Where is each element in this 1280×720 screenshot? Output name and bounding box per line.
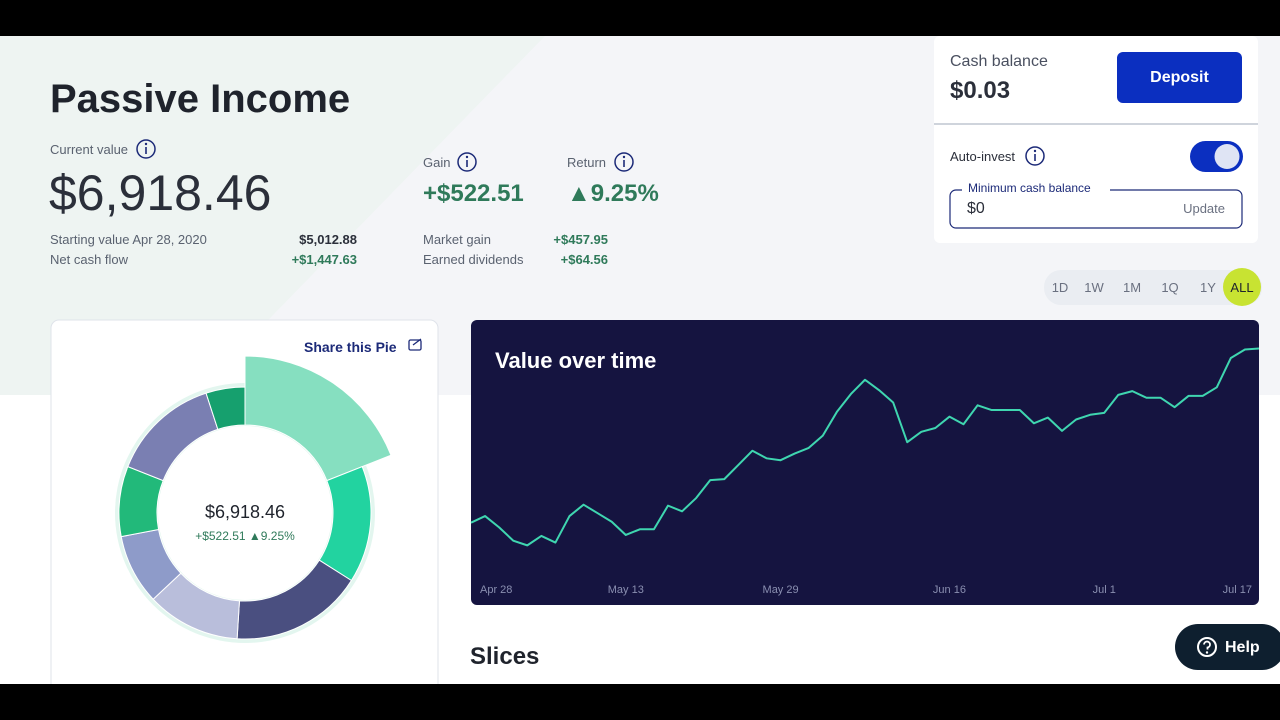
input-label-bg <box>962 182 1110 196</box>
range-option[interactable]: 1Y <box>1200 280 1216 295</box>
info-icon <box>457 152 477 172</box>
market-gain-value: +$457.95 <box>553 232 608 247</box>
line-card <box>471 320 1259 605</box>
bottom-bar <box>0 684 1280 720</box>
range-option[interactable]: 1W <box>1084 280 1104 295</box>
share-icon[interactable] <box>408 338 422 351</box>
gain-value: +$522.51 <box>423 180 524 207</box>
return-label: Return <box>567 155 607 170</box>
dividends-label: Earned dividends <box>423 252 524 267</box>
value-line <box>470 347 1260 547</box>
range-option[interactable]: 1Q <box>1161 280 1179 295</box>
slices-heading: Slices <box>470 643 540 670</box>
range-option[interactable]: 1D <box>1051 280 1069 295</box>
x-tick-label: Jun 16 <box>933 584 966 596</box>
current-value: $6,918.46 <box>49 165 272 221</box>
x-tick-label: Apr 28 <box>480 584 512 596</box>
pie-center-change: +$522.51 ▲9.25% <box>195 529 295 543</box>
starting-label: Starting value Apr 28, 2020 <box>50 232 207 247</box>
current-label: Current value <box>50 142 129 157</box>
x-tick-label: May 29 <box>763 584 799 596</box>
page-title: Passive Income <box>50 77 351 121</box>
x-tick-label: Jul 1 <box>1093 584 1116 596</box>
pie-slice <box>205 386 246 430</box>
range-pill <box>1044 270 1262 305</box>
chart-title: Value over time <box>495 348 656 373</box>
top-bar <box>0 0 1280 36</box>
market-gain-label: Market gain <box>423 232 491 247</box>
starting-value: $5,012.88 <box>299 232 357 247</box>
auto-invest-toggle[interactable] <box>1190 141 1243 172</box>
deposit-label[interactable]: Deposit <box>1150 69 1209 86</box>
net-cash-label: Net cash flow <box>50 252 129 267</box>
cash-label: Cash balance <box>950 53 1048 70</box>
pie-hole <box>158 426 332 600</box>
share-pie[interactable]: Share this Pie <box>304 339 397 355</box>
return-value: ▲9.25% <box>567 180 659 207</box>
gain-label: Gain <box>423 155 451 170</box>
range-option[interactable]: 1M <box>1122 280 1142 295</box>
x-tick-label: May 13 <box>608 584 644 596</box>
net-cash-value: +$1,447.63 <box>291 252 357 267</box>
min-cash-value[interactable]: $0 <box>967 200 985 217</box>
help-button[interactable] <box>1175 624 1280 670</box>
deposit-button[interactable] <box>1117 52 1242 103</box>
dividends-value: +$64.56 <box>560 252 608 267</box>
update-button[interactable]: Update <box>1183 201 1225 216</box>
info-icon <box>1025 146 1045 166</box>
range-option[interactable]: ALL <box>1230 280 1254 295</box>
header-accent <box>0 36 545 395</box>
info-icon <box>136 139 156 159</box>
x-tick-label: Jul 17 <box>1223 584 1252 596</box>
min-cash-label: Minimum cash balance <box>968 181 1091 195</box>
auto-invest-label: Auto-invest <box>950 149 1016 164</box>
pie-slice <box>244 355 392 482</box>
cash-value: $0.03 <box>950 77 1011 104</box>
range-active <box>1223 268 1261 306</box>
help-label[interactable]: Help <box>1225 639 1260 656</box>
pie-center-value: $6,918.46 <box>205 502 285 522</box>
info-icon <box>614 152 634 172</box>
help-icon <box>1197 637 1217 657</box>
